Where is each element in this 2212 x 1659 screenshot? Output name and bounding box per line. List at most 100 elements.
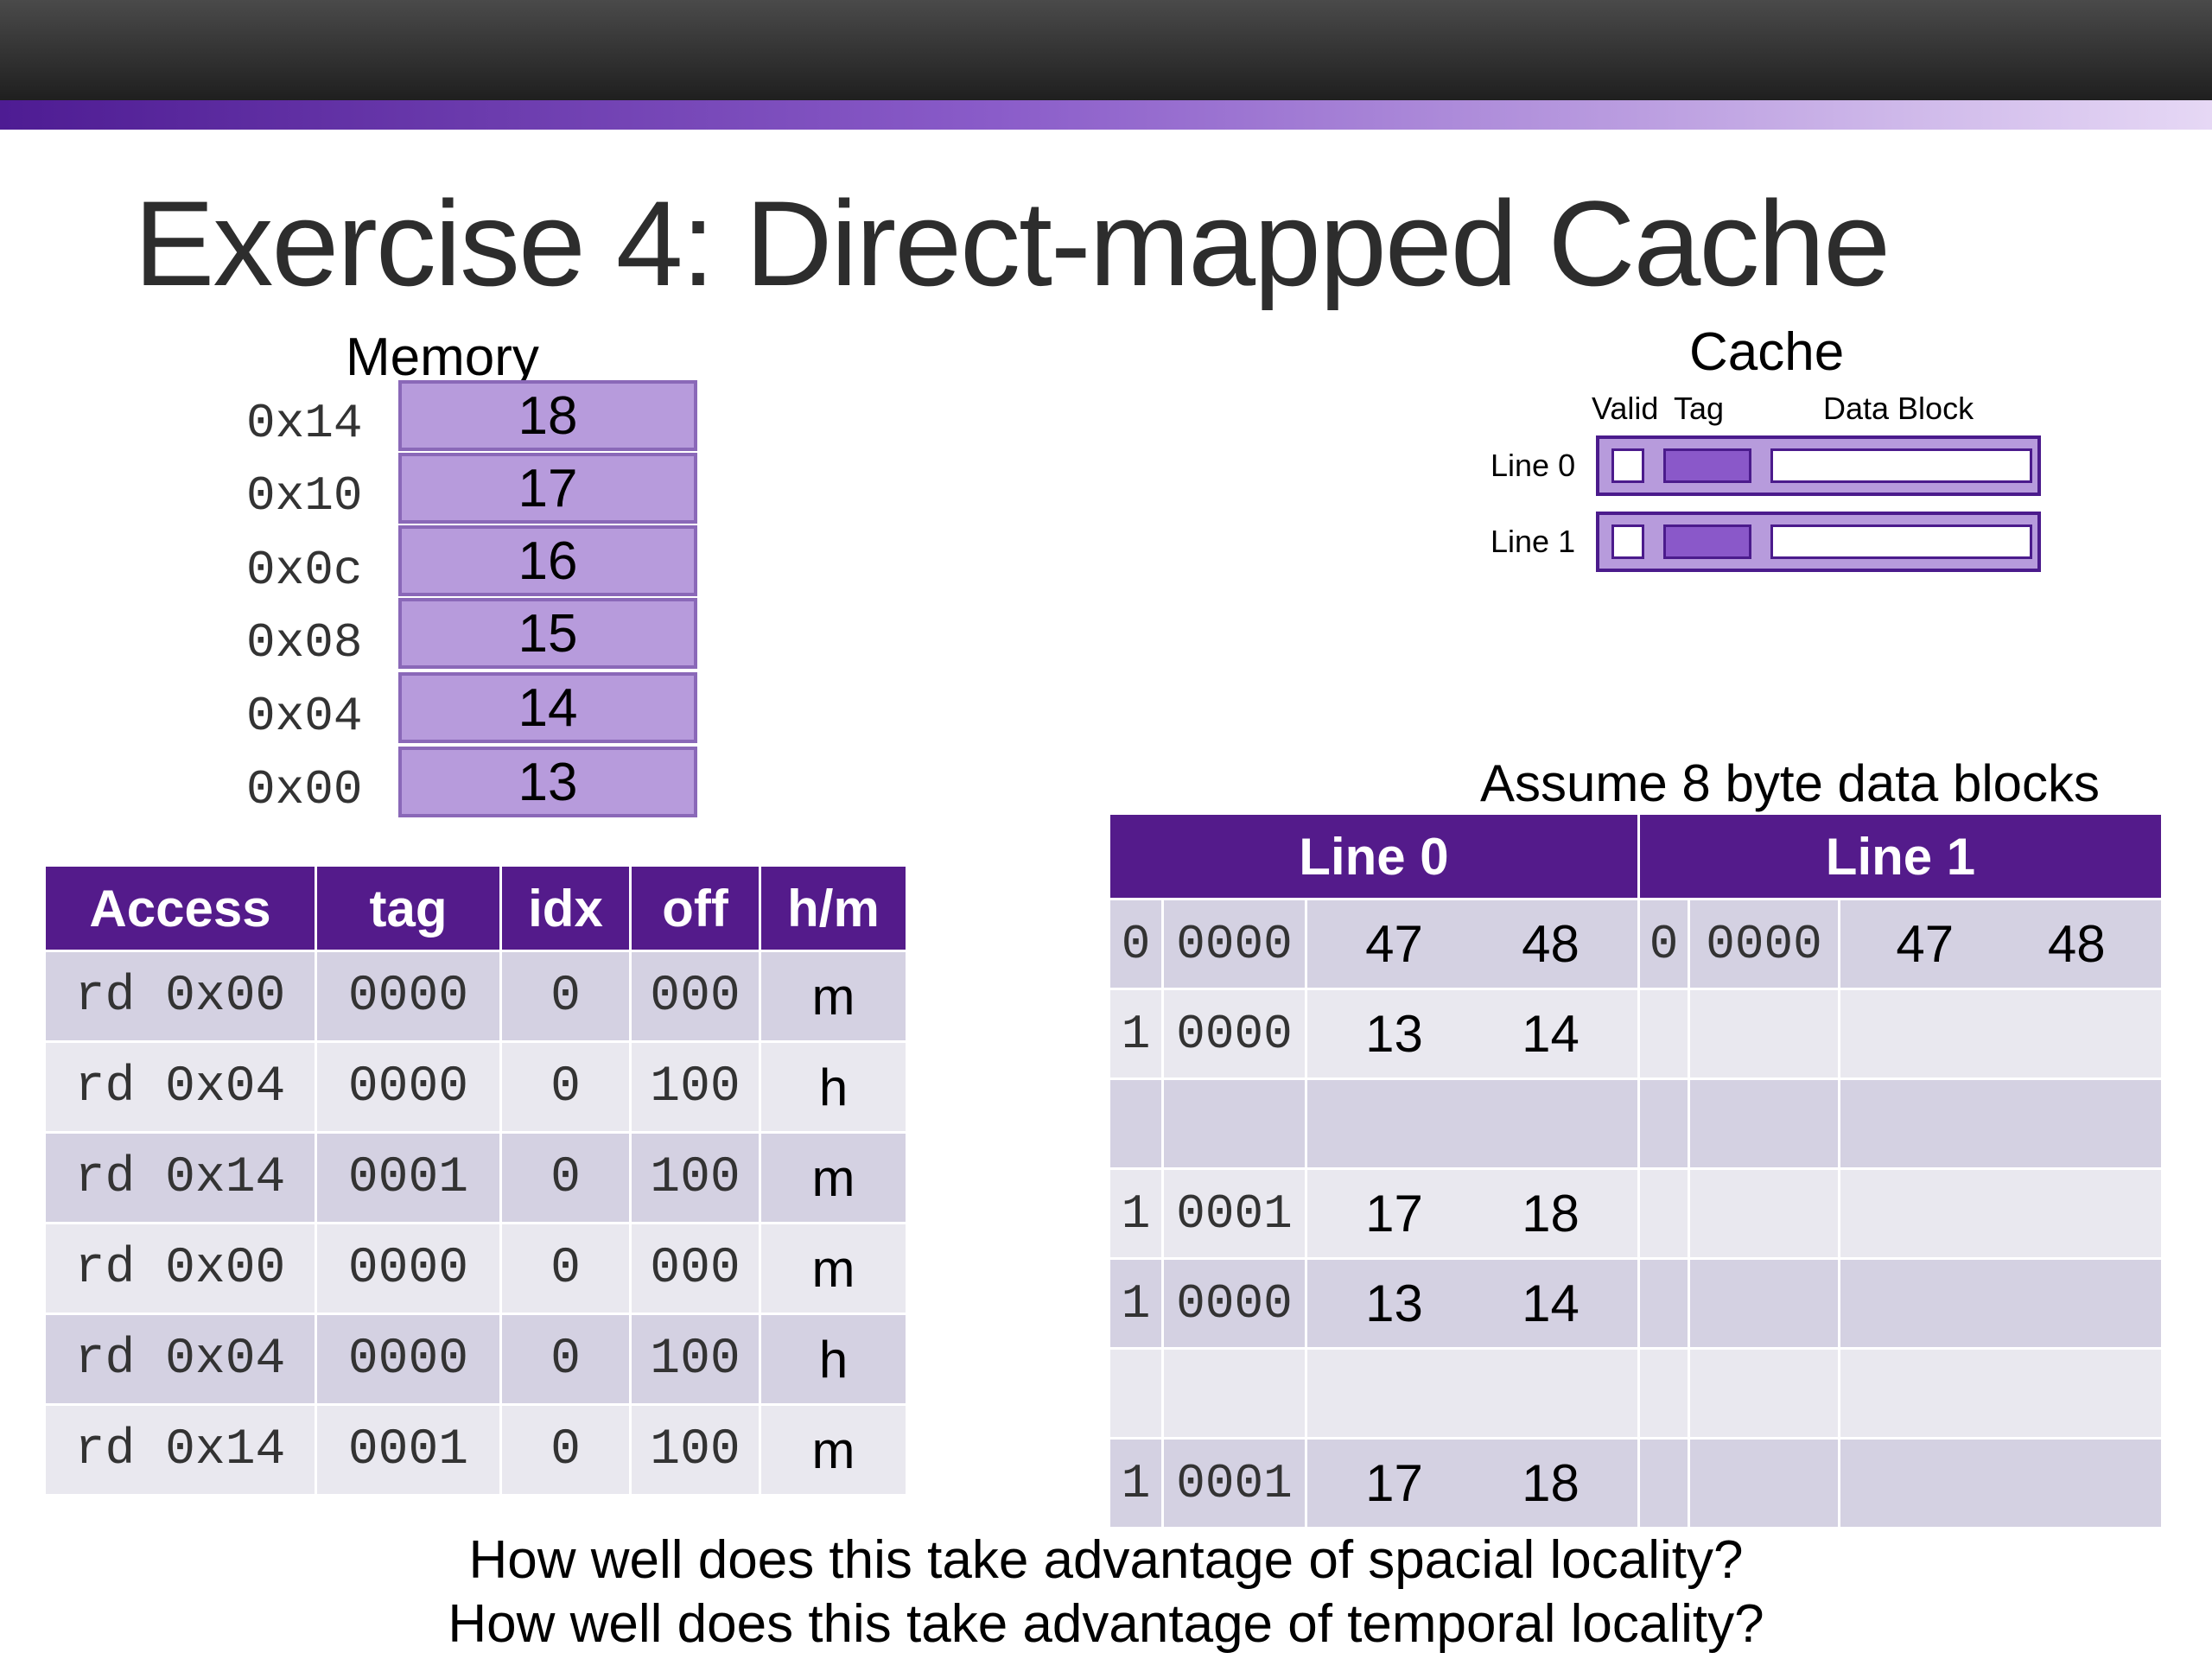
access-cell: rd 0x04 [43,1313,317,1406]
table-row: rd 0x04 0000 0 100 h [43,1313,908,1406]
data-cell [1838,1257,2164,1350]
data-cell [1838,1167,2164,1260]
tag-cell: 0000 [1161,988,1307,1080]
column-header: idx [499,864,632,952]
data-value: 14 [1522,1274,1580,1332]
tag-box [1663,524,1751,559]
tag-cell [1688,1437,1840,1529]
tag-cell: 0000 [1688,898,1840,990]
valid-cell: 1 [1108,988,1164,1080]
memory-cell: 14 [398,672,697,743]
data-value: 18 [1522,1185,1580,1243]
data-value: 47 [1896,915,1955,973]
off-cell: 000 [629,1222,761,1315]
data-block-box [1770,524,2032,559]
data-cell [1305,1347,1640,1440]
tag-cell [1688,1257,1840,1350]
access-cell: rd 0x00 [43,1222,317,1315]
valid-cell [1637,1437,1690,1529]
column-header: off [629,864,761,952]
data-block-header: Data Block [1823,391,1974,426]
tag-cell: 0001 [1161,1437,1307,1529]
memory-address: 0x00 [246,762,363,817]
memory-address: 0x14 [246,396,363,451]
access-cell: rd 0x14 [43,1403,317,1497]
valid-header: Valid [1592,391,1659,426]
valid-cell: 0 [1108,898,1164,990]
data-value: 14 [1522,1005,1580,1063]
cache-line-0 [1596,435,2041,496]
idx-cell: 0 [499,1040,632,1134]
tag-cell [1161,1077,1307,1170]
hit-miss-cell: m [759,1403,908,1497]
data-cell: 17 18 [1305,1437,1640,1529]
valid-cell [1108,1077,1164,1170]
valid-cell [1637,1347,1690,1440]
valid-cell [1637,1167,1690,1260]
tag-cell: 0000 [315,1040,502,1134]
data-value: 17 [1365,1454,1423,1512]
off-cell: 000 [629,950,761,1043]
valid-cell: 0 [1637,898,1690,990]
data-cell [1838,1347,2164,1440]
memory-cell: 13 [398,747,697,817]
hit-miss-cell: h [759,1313,908,1406]
data-cell: 47 48 [1305,898,1640,990]
tag-cell [1161,1347,1307,1440]
data-value: 18 [1522,1454,1580,1512]
valid-cell [1637,1257,1690,1350]
data-value: 47 [1365,915,1423,973]
tag-cell: 0000 [315,950,502,1043]
column-header: Access [43,864,317,952]
data-cell [1305,1077,1640,1170]
table-header-row: Access tag idx off h/m [43,864,908,952]
cache-contents-table: Line 0 Line 1 0 0000 47 48 0 0000 47 48 1 … [1108,812,2164,1529]
cache-line-label: Line 0 [1491,448,1576,483]
data-cell [1838,1077,2164,1170]
valid-cell [1637,988,1690,1080]
idx-cell: 0 [499,950,632,1043]
question-spatial: How well does this take advantage of spa… [468,1530,1744,1590]
assumption-text: Assume 8 byte data blocks [1480,754,2101,812]
access-table: Access tag idx off h/m rd 0x00 0000 0 00… [43,864,908,1497]
idx-cell: 0 [499,1131,632,1224]
hit-miss-cell: h [759,1040,908,1134]
table-row: rd 0x00 0000 0 000 m [43,1222,908,1315]
memory-address: 0x08 [246,615,363,671]
tag-cell [1688,1167,1840,1260]
valid-cell: 1 [1108,1167,1164,1260]
data-cell: 47 48 [1838,898,2164,990]
tag-cell: 0000 [1161,1257,1307,1350]
tag-header: Tag [1674,391,1725,426]
memory-label: Memory [346,327,539,387]
memory-cell: 17 [398,453,697,524]
tag-cell: 0001 [315,1131,502,1224]
slide-top-bar [0,0,2212,100]
hit-miss-cell: m [759,950,908,1043]
idx-cell: 0 [499,1403,632,1497]
table-row: 1 0000 13 14 [1108,1257,2164,1350]
memory-cell: 16 [398,525,697,596]
memory-cell: 18 [398,380,697,451]
idx-cell: 0 [499,1222,632,1315]
tag-cell: 0000 [1161,898,1307,990]
tag-cell: 0000 [315,1313,502,1406]
memory-address: 0x04 [246,689,363,744]
access-cell: rd 0x14 [43,1131,317,1224]
cache-label: Cache [1689,322,1845,382]
slide-title: Exercise 4: Direct-mapped Cache [134,175,1891,311]
line-0-header: Line 0 [1108,812,1640,900]
data-block-box [1770,448,2032,483]
table-row: rd 0x04 0000 0 100 h [43,1040,908,1134]
column-header: h/m [759,864,908,952]
valid-cell [1637,1077,1690,1170]
memory-address: 0x0c [246,543,363,598]
tag-cell: 0001 [1161,1167,1307,1260]
access-cell: rd 0x04 [43,1040,317,1134]
data-value: 17 [1365,1185,1423,1243]
memory-address: 0x10 [246,468,363,524]
memory-cell: 15 [398,598,697,669]
line-1-header: Line 1 [1637,812,2164,900]
data-value: 13 [1365,1005,1423,1063]
slide-accent-bar [0,100,2212,130]
